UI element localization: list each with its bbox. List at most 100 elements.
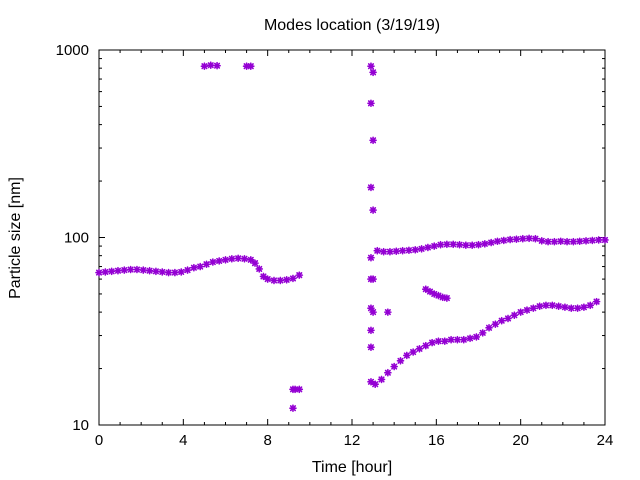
data-point bbox=[398, 246, 407, 255]
data-point bbox=[373, 246, 382, 255]
data-point bbox=[506, 235, 514, 244]
data-point bbox=[276, 276, 285, 285]
data-point bbox=[440, 337, 449, 345]
data-point bbox=[582, 237, 590, 245]
data-point bbox=[369, 308, 377, 316]
data-point bbox=[289, 274, 297, 283]
data-point bbox=[544, 237, 552, 246]
data-point bbox=[183, 266, 192, 274]
data-point bbox=[255, 265, 264, 273]
data-point bbox=[443, 294, 451, 302]
data-point bbox=[367, 253, 375, 262]
data-point bbox=[542, 301, 550, 310]
data-point bbox=[455, 240, 464, 249]
data-point bbox=[101, 268, 110, 276]
data-point bbox=[468, 241, 476, 249]
y-axis: 10 100 1000 bbox=[56, 42, 605, 434]
data-point bbox=[196, 262, 204, 271]
data-point bbox=[453, 335, 462, 344]
data-point bbox=[569, 237, 578, 246]
data-point bbox=[504, 314, 512, 323]
data-point bbox=[516, 308, 525, 316]
data-point bbox=[472, 333, 481, 341]
data-point bbox=[251, 259, 259, 267]
x-tick-label: 12 bbox=[344, 432, 361, 449]
data-point bbox=[164, 268, 173, 277]
y-tick-label: 10 bbox=[72, 417, 89, 434]
data-point bbox=[443, 240, 451, 249]
data-point bbox=[177, 268, 186, 276]
data-point bbox=[548, 301, 557, 310]
y-tick-label: 100 bbox=[64, 230, 89, 247]
data-point bbox=[462, 241, 470, 249]
data-point bbox=[537, 237, 546, 245]
data-point bbox=[563, 237, 571, 246]
data-point bbox=[367, 326, 375, 335]
data-point bbox=[525, 234, 533, 243]
data-point bbox=[367, 62, 375, 70]
data-point bbox=[282, 275, 291, 284]
data-point bbox=[367, 275, 375, 283]
data-point bbox=[481, 240, 489, 248]
data-point bbox=[384, 308, 392, 316]
data-point bbox=[497, 316, 506, 325]
data-point bbox=[379, 247, 388, 256]
data-point bbox=[459, 335, 468, 344]
x-tick-label: 16 bbox=[428, 432, 445, 449]
data-point bbox=[228, 254, 236, 263]
data-point bbox=[209, 258, 217, 266]
data-point bbox=[573, 304, 582, 312]
chart-title: Modes location (3/19/19) bbox=[264, 17, 440, 34]
data-point bbox=[523, 306, 531, 314]
data-point bbox=[474, 240, 483, 249]
data-point bbox=[369, 68, 377, 77]
data-point bbox=[430, 242, 439, 250]
data-point bbox=[405, 246, 413, 255]
data-point bbox=[485, 323, 493, 332]
data-point bbox=[367, 343, 375, 351]
data-point bbox=[592, 297, 601, 306]
data-point bbox=[421, 341, 430, 350]
data-point bbox=[259, 272, 268, 281]
data-point bbox=[409, 348, 417, 356]
data-point bbox=[367, 183, 375, 192]
data-point bbox=[396, 356, 405, 365]
data-point bbox=[247, 62, 255, 70]
data-point bbox=[567, 304, 576, 312]
data-point bbox=[206, 61, 215, 69]
data-point bbox=[436, 240, 445, 249]
data-point bbox=[556, 237, 565, 246]
y-tick-label: 1000 bbox=[56, 42, 89, 59]
data-point bbox=[403, 351, 411, 360]
data-point bbox=[371, 380, 379, 389]
data-point bbox=[478, 329, 487, 337]
data-point bbox=[295, 271, 304, 279]
data-point bbox=[377, 375, 386, 384]
data-point bbox=[247, 256, 255, 264]
x-tick-label: 20 bbox=[512, 432, 529, 449]
data-point bbox=[202, 260, 211, 269]
data-point bbox=[550, 237, 559, 246]
data-point bbox=[601, 236, 609, 244]
data-point bbox=[575, 237, 584, 246]
y-axis-label: Particle size [nm] bbox=[7, 177, 24, 299]
data-point bbox=[554, 302, 563, 311]
data-point bbox=[491, 320, 500, 328]
data-point bbox=[367, 99, 375, 108]
data-point bbox=[384, 368, 392, 377]
data-point bbox=[510, 311, 519, 320]
data-point bbox=[369, 136, 377, 145]
data-point bbox=[240, 254, 249, 263]
data-point bbox=[535, 302, 544, 311]
data-point bbox=[424, 243, 432, 252]
data-point bbox=[114, 266, 122, 275]
data-point bbox=[421, 285, 430, 293]
data-point bbox=[434, 337, 443, 345]
data-point bbox=[133, 265, 141, 274]
data-point bbox=[588, 236, 597, 245]
x-tick-label: 4 bbox=[179, 432, 187, 449]
data-point bbox=[295, 385, 304, 394]
data-point bbox=[289, 404, 297, 412]
data-point bbox=[200, 62, 209, 70]
